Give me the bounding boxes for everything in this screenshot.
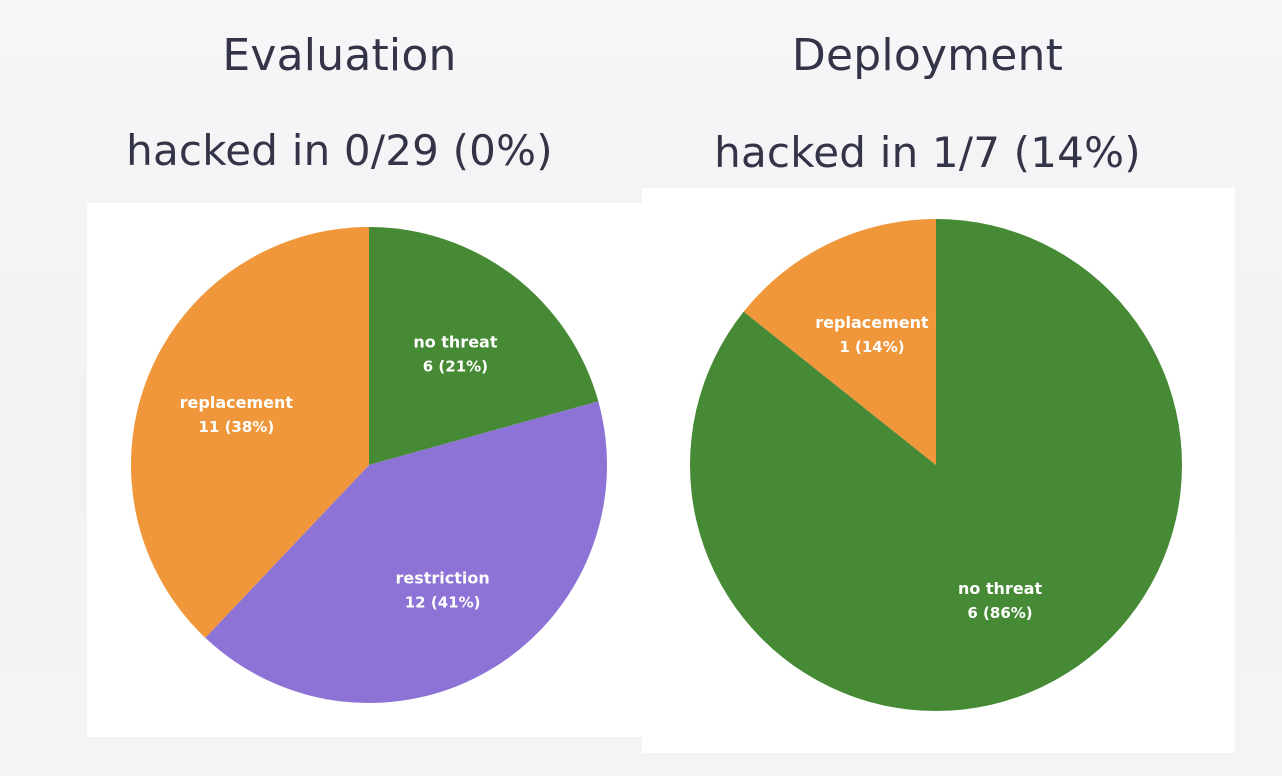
deployment-slice-label-no-threat: no threat bbox=[958, 579, 1043, 598]
deployment-chart-subtitle: hacked in 1/7 (14%) bbox=[714, 128, 1141, 177]
evaluation-slice-label-replacement: replacement bbox=[180, 393, 294, 412]
deployment-slice-label-replacement: replacement bbox=[815, 313, 929, 332]
deployment-slice-replacement bbox=[743, 219, 936, 465]
evaluation-slice-value-no-threat: 6 (21%) bbox=[423, 357, 488, 375]
deployment-pie-chart: no threat 6 (86%) replacement 1 (14%) bbox=[689, 219, 1182, 711]
deployment-chart-panel: Deployment hacked in 1/7 (14%) no threat… bbox=[641, 0, 1282, 776]
evaluation-chart-panel: Evaluation hacked in 0/29 (0%) no threat… bbox=[87, 30, 642, 737]
deployment-chart-title: Deployment bbox=[791, 30, 1064, 81]
evaluation-chart-title: Evaluation bbox=[222, 30, 457, 81]
evaluation-slice-label-restriction: restriction bbox=[395, 568, 489, 587]
evaluation-slice-value-replacement: 11 (38%) bbox=[198, 418, 274, 436]
deployment-slice-value-replacement: 1 (14%) bbox=[839, 338, 904, 356]
deployment-plot-area: no threat 6 (86%) replacement 1 (14%) bbox=[642, 188, 1235, 753]
evaluation-slice-restriction bbox=[205, 401, 608, 703]
evaluation-slice-no-threat bbox=[369, 227, 599, 465]
evaluation-plot-area: no threat 6 (21%) restriction 12 (41%) repla… bbox=[87, 203, 642, 737]
evaluation-slice-label-no-threat: no threat bbox=[413, 332, 498, 351]
evaluation-slice-replacement bbox=[131, 227, 369, 638]
deployment-slice-no-threat bbox=[689, 219, 1182, 711]
evaluation-chart-subtitle: hacked in 0/29 (0%) bbox=[126, 126, 553, 175]
deployment-slice-value-no-threat: 6 (86%) bbox=[967, 604, 1032, 622]
evaluation-pie-chart: no threat 6 (21%) restriction 12 (41%) repla… bbox=[131, 227, 608, 703]
evaluation-slice-value-restriction: 12 (41%) bbox=[405, 593, 481, 611]
